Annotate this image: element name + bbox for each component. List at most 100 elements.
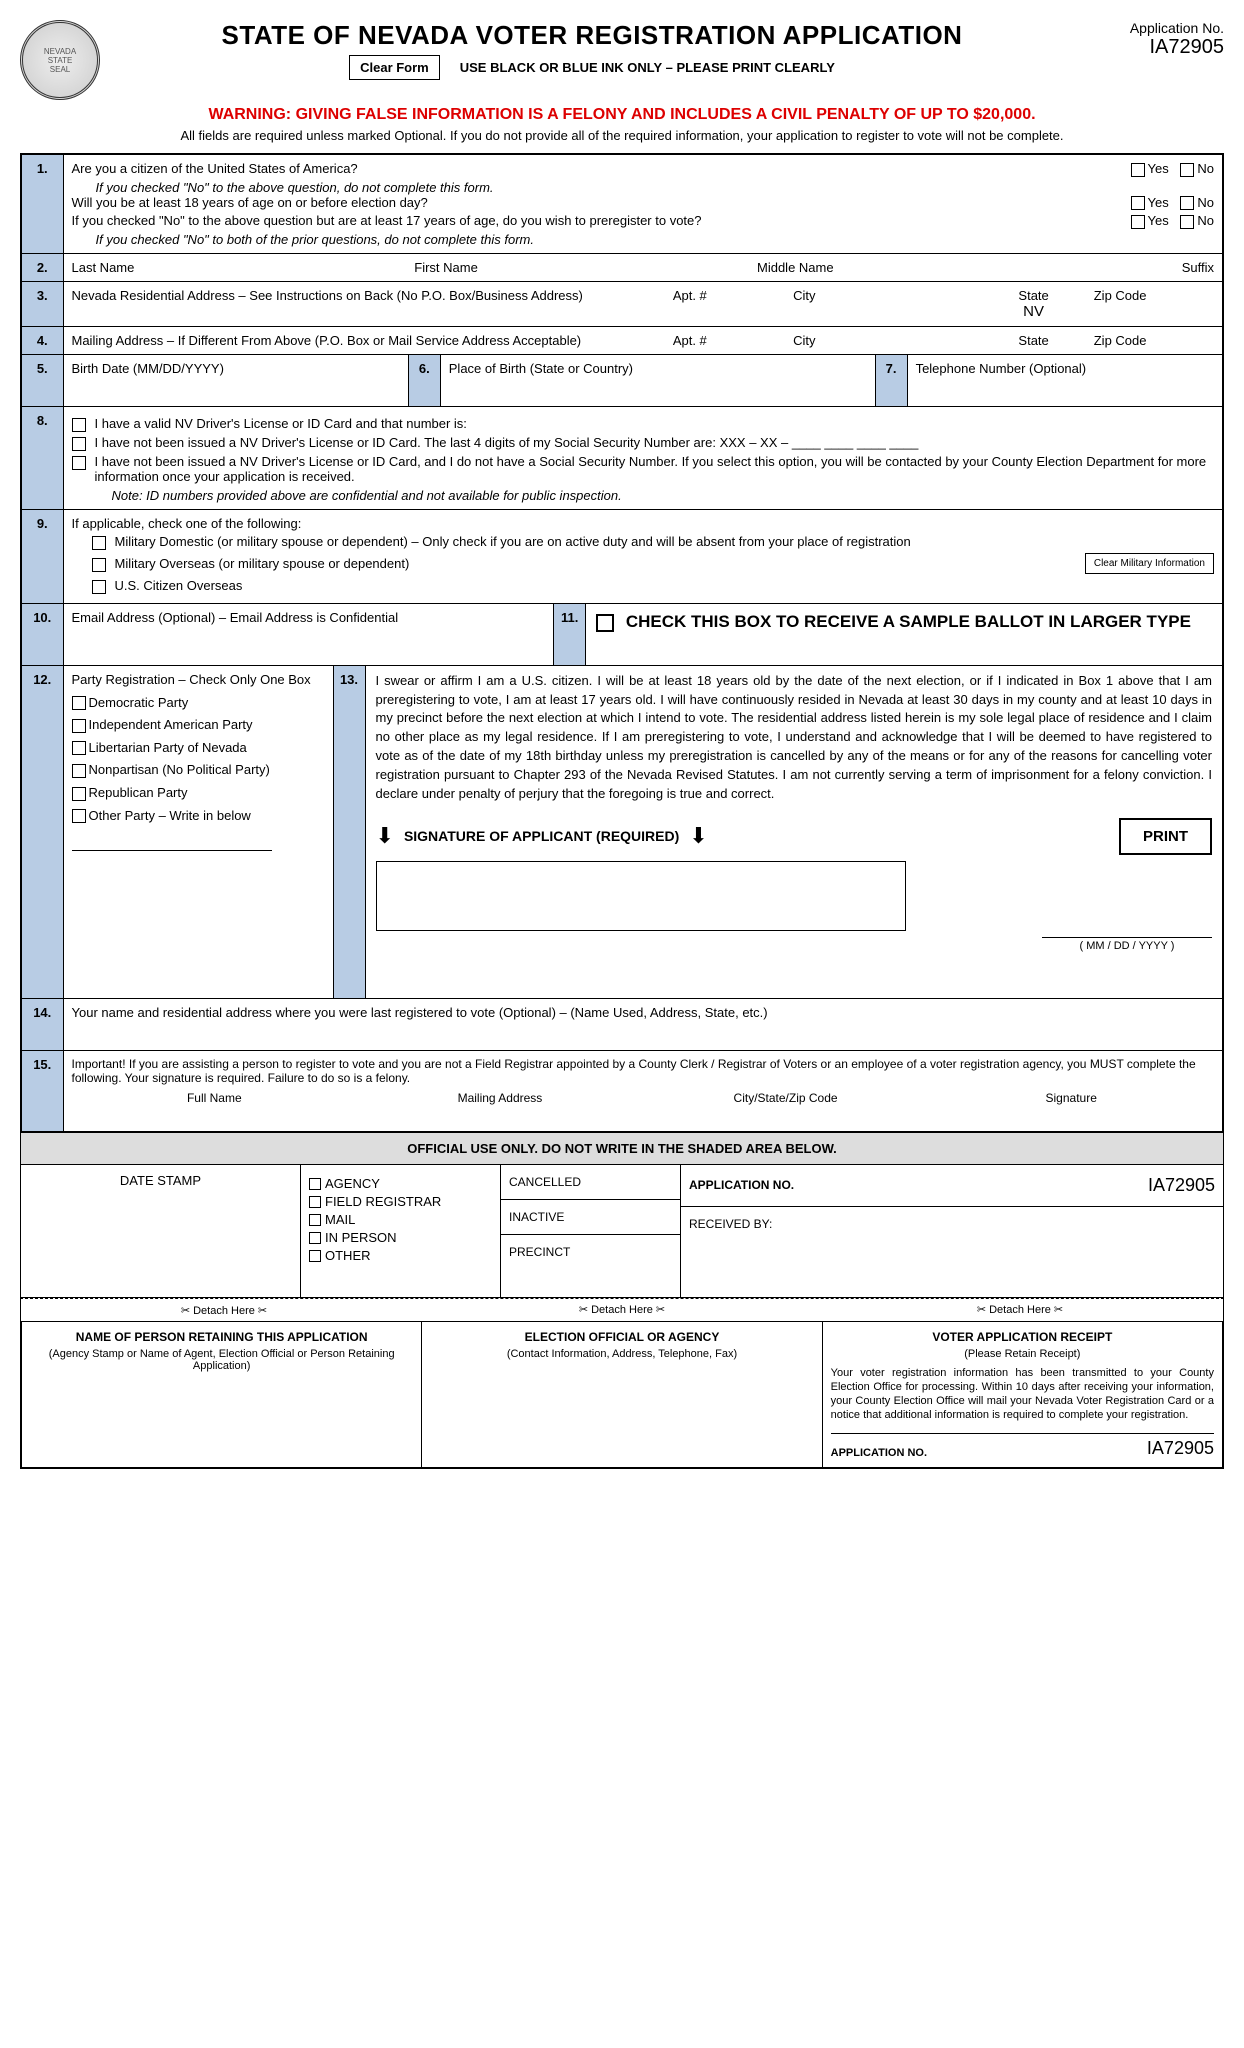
q1-no-1[interactable] — [1180, 163, 1194, 177]
status-precinct: PRECINCT — [501, 1235, 680, 1269]
last-name-label: Last Name — [72, 260, 415, 275]
receipt-c2-hdr: ELECTION OFFICIAL OR AGENCY — [430, 1330, 813, 1344]
receipt-c2-sub: (Contact Information, Address, Telephone… — [430, 1348, 813, 1360]
row-8-num: 8. — [21, 406, 63, 509]
q9-opt-a[interactable] — [92, 536, 106, 550]
method-inperson[interactable] — [309, 1232, 321, 1244]
q15-sig: Signature — [928, 1091, 1214, 1105]
receipt-c3-sub: (Please Retain Receipt) — [831, 1348, 1214, 1360]
datestamp-label: DATE STAMP — [21, 1165, 301, 1297]
ink-note: USE BLACK OR BLUE INK ONLY – PLEASE PRIN… — [460, 60, 835, 75]
party-other[interactable] — [72, 809, 86, 823]
party-rep[interactable] — [72, 787, 86, 801]
receipt-appno: IA72905 — [1147, 1438, 1214, 1459]
row-6-num: 6. — [409, 355, 441, 406]
q8-opt-a[interactable] — [72, 418, 86, 432]
official-appno-label: APPLICATION NO. — [689, 1178, 794, 1192]
first-name-label: First Name — [414, 260, 757, 275]
suffix-label: Suffix — [1100, 260, 1214, 275]
clear-form-button[interactable]: Clear Form — [349, 55, 440, 80]
birthdate-label: Birth Date (MM/DD/YYYY) — [64, 355, 409, 406]
row-14-num: 14. — [21, 998, 63, 1050]
row-3-num: 3. — [21, 281, 63, 326]
q15-mailing: Mailing Address — [357, 1091, 643, 1105]
row-9-num: 9. — [21, 509, 63, 603]
row-4-num: 4. — [21, 326, 63, 354]
birthplace-label: Place of Birth (State or Country) — [441, 355, 876, 406]
other-party-input[interactable] — [72, 835, 272, 851]
received-by-label: RECEIVED BY: — [689, 1217, 772, 1231]
row-10-num: 10. — [21, 603, 63, 665]
q9-intro: If applicable, check one of the followin… — [72, 516, 1215, 531]
city-label: City — [793, 288, 973, 320]
row-1-num: 1. — [21, 154, 63, 253]
q1-l1: Are you a citizen of the United States o… — [72, 161, 358, 177]
receipt-c1-hdr: NAME OF PERSON RETAINING THIS APPLICATIO… — [30, 1330, 413, 1344]
method-agency[interactable] — [309, 1178, 321, 1190]
party-lib[interactable] — [72, 741, 86, 755]
required-note: All fields are required unless marked Op… — [20, 128, 1224, 143]
row-13-num: 13. — [334, 666, 366, 998]
zip4-label: Zip Code — [1094, 333, 1214, 348]
signature-date: ( MM / DD / YYYY ) — [1042, 937, 1212, 952]
phone-label: Telephone Number (Optional) — [908, 355, 1222, 406]
state-label: State — [973, 288, 1093, 303]
receipt-c1-sub: (Agency Stamp or Name of Agent, Election… — [30, 1348, 413, 1372]
row-5-num: 5. — [21, 354, 63, 406]
apt-label: Apt. # — [673, 288, 793, 320]
q8-opt-c[interactable] — [72, 456, 86, 470]
q1-yes-2[interactable] — [1131, 196, 1145, 210]
party-label: Party Registration – Check Only One Box — [72, 672, 325, 687]
clear-military-button[interactable]: Clear Military Information — [1085, 553, 1214, 574]
city4-label: City — [793, 333, 973, 348]
q11-label: CHECK THIS BOX TO RECEIVE A SAMPLE BALLO… — [626, 612, 1191, 631]
q15-label: Important! If you are assisting a person… — [72, 1057, 1215, 1085]
q1-yes-3[interactable] — [1131, 215, 1145, 229]
q8-note: Note: ID numbers provided above are conf… — [72, 488, 1215, 503]
arrow-down-icon: ⬇ — [376, 823, 394, 849]
state4-label: State — [973, 333, 1093, 348]
app-no-label: Application No. — [1084, 20, 1224, 36]
q8-opt-b[interactable] — [72, 437, 86, 451]
party-iap[interactable] — [72, 719, 86, 733]
q1-l2: If you checked "No" to the above questio… — [72, 180, 1215, 195]
q1-l3: Will you be at least 18 years of age on … — [72, 195, 428, 211]
affirmation-text: I swear or affirm I am a U.S. citizen. I… — [376, 672, 1213, 804]
arrow-down-icon: ⬇ — [689, 823, 707, 849]
large-ballot-checkbox[interactable] — [596, 614, 614, 632]
mail-addr-label: Mailing Address – If Different From Abov… — [72, 333, 673, 348]
q15-csz: City/State/Zip Code — [643, 1091, 929, 1105]
email-label: Email Address (Optional) – Email Address… — [64, 604, 555, 665]
res-addr-label: Nevada Residential Address – See Instruc… — [72, 288, 673, 320]
receipt-c3-hdr: VOTER APPLICATION RECEIPT — [831, 1330, 1214, 1344]
official-appno: IA72905 — [1148, 1175, 1215, 1196]
q14-label: Your name and residential address where … — [63, 998, 1223, 1050]
q1-yes-1[interactable] — [1131, 163, 1145, 177]
receipt-appno-label: APPLICATION NO. — [831, 1447, 927, 1459]
state-seal: NEVADASTATESEAL — [20, 20, 100, 100]
middle-name-label: Middle Name — [757, 260, 1100, 275]
status-cancelled: CANCELLED — [501, 1165, 680, 1200]
row-15-num: 15. — [21, 1050, 63, 1132]
row-11-num: 11. — [554, 604, 586, 665]
q15-fullname: Full Name — [72, 1091, 358, 1105]
q1-no-3[interactable] — [1180, 215, 1194, 229]
party-np[interactable] — [72, 764, 86, 778]
signature-label: SIGNATURE OF APPLICANT (REQUIRED) — [404, 828, 679, 844]
row-2-num: 2. — [21, 253, 63, 281]
method-field[interactable] — [309, 1196, 321, 1208]
method-mail[interactable] — [309, 1214, 321, 1226]
state-nv: NV — [973, 303, 1093, 320]
receipt-c3-body: Your voter registration information has … — [831, 1366, 1214, 1423]
q9-opt-c[interactable] — [92, 580, 106, 594]
q1-l5: If you checked "No" to both of the prior… — [72, 232, 1215, 247]
method-other[interactable] — [309, 1250, 321, 1262]
official-header: OFFICIAL USE ONLY. DO NOT WRITE IN THE S… — [20, 1133, 1224, 1165]
status-inactive: INACTIVE — [501, 1200, 680, 1235]
q9-opt-b[interactable] — [92, 558, 106, 572]
row-12-num: 12. — [21, 665, 63, 998]
signature-box[interactable] — [376, 861, 906, 931]
q1-no-2[interactable] — [1180, 196, 1194, 210]
print-button[interactable]: PRINT — [1119, 818, 1212, 855]
party-dem[interactable] — [72, 696, 86, 710]
